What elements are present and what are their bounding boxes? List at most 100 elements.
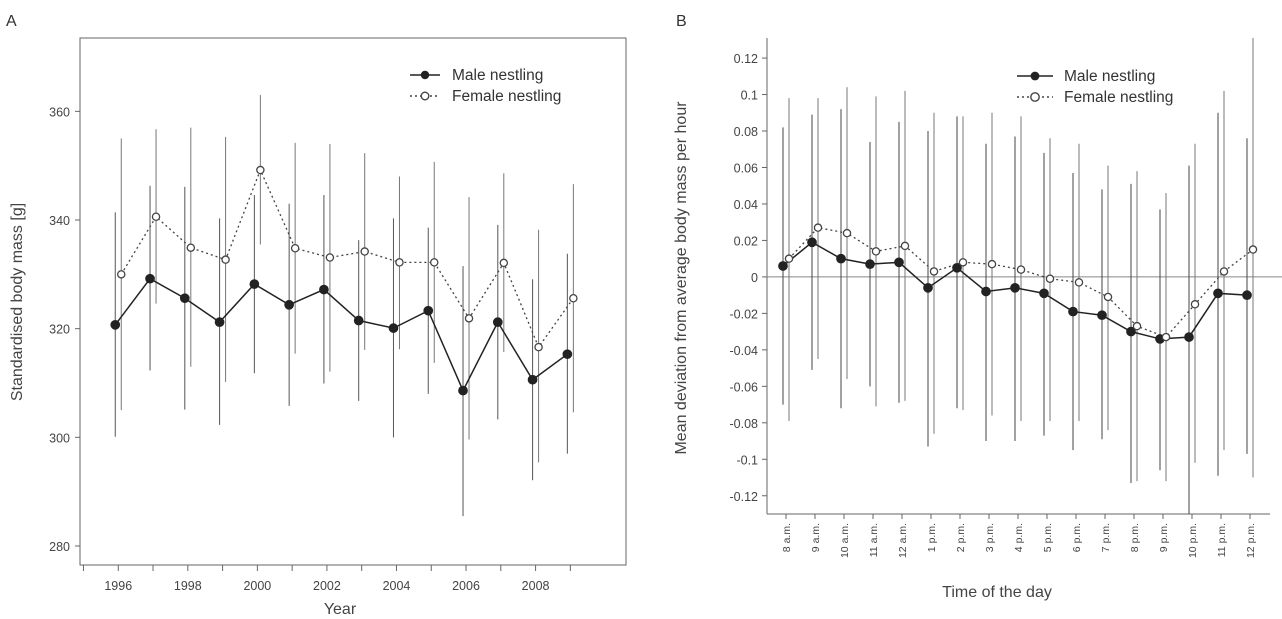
b-y-tick-label-0-08: -0.08: [730, 417, 759, 431]
male-nestling-point-2004: [389, 324, 397, 332]
legend-a-male-marker: [421, 71, 429, 79]
y-tick-label-320: 320: [49, 323, 70, 337]
y-tick-label-300: 300: [49, 431, 70, 445]
chart-b-error-bars: [783, 38, 1253, 514]
male-nestling-b-point-1-p-m: [924, 284, 932, 292]
female-nestling-b-point-4-p-m: [1017, 266, 1024, 273]
female-nestling-b-point-8-p-m: [1133, 323, 1140, 330]
male-nestling-b-point-8-a-m: [779, 262, 787, 270]
b-x-tick-label-1-p-m: 1 p.m.: [926, 523, 938, 552]
male-nestling-b-point-11-a-m: [866, 260, 874, 268]
female-nestling-b-point-3-p-m: [988, 261, 995, 268]
x-tick-label-2004: 2004: [383, 579, 411, 593]
y-tick-label-340: 340: [49, 214, 70, 228]
legend-b-female-label: Female nestling: [1064, 89, 1173, 106]
b-x-tick-label-2-p-m: 2 p.m.: [955, 523, 967, 552]
b-x-tick-label-3-p-m: 3 p.m.: [984, 523, 996, 552]
male-nestling-point-2006: [459, 386, 467, 394]
male-nestling-b-point-12-p-m: [1243, 291, 1251, 299]
x-tick-label-1996: 1996: [104, 579, 132, 593]
male-nestling-point-2001: [285, 301, 293, 309]
b-y-tick-label-0-02: -0.02: [730, 307, 759, 321]
b-y-tick-label-0-04: 0.04: [734, 198, 758, 212]
chart-a-legend: Male nestling Female nestling: [410, 67, 561, 105]
male-nestling-point-2000: [250, 280, 258, 288]
male-nestling-point-2002: [320, 285, 328, 293]
chart-b-points: [779, 224, 1257, 343]
b-y-tick-label-0-04: -0.04: [730, 344, 759, 358]
b-x-tick-label-11-a-m: 11 a.m.: [868, 523, 880, 557]
chart-a-x-axis-title: Year: [324, 601, 357, 618]
b-y-tick-label-0-06: 0.06: [734, 161, 758, 175]
male-nestling-point-1996: [111, 321, 119, 329]
b-x-tick-label-11-p-m: 11 p.m.: [1216, 523, 1228, 557]
chart-a-y-tick-marks: [75, 111, 80, 546]
female-nestling-line: [121, 170, 573, 347]
female-nestling-b-point-7-p-m: [1104, 293, 1111, 300]
female-nestling-point-2006: [465, 315, 472, 322]
female-nestling-b-point-11-a-m: [872, 248, 879, 255]
chart-b-x-tick-marks: [786, 514, 1250, 519]
panel-label-a: A: [6, 13, 17, 30]
female-nestling-b-point-9-a-m: [814, 224, 821, 231]
chart-a-series-lines: [115, 170, 573, 391]
chart-a-points: [111, 166, 577, 394]
male-nestling-point-2007: [494, 318, 502, 326]
x-tick-label-2002: 2002: [313, 579, 341, 593]
male-nestling-point-2009: [563, 350, 571, 358]
female-nestling-point-2007: [500, 259, 507, 266]
b-x-tick-label-9-p-m: 9 p.m.: [1158, 523, 1170, 552]
male-nestling-b-point-4-p-m: [1011, 284, 1019, 292]
b-x-tick-label-12-a-m: 12 a.m.: [897, 523, 909, 558]
legend-a-male-label: Male nestling: [452, 67, 543, 84]
chart-b-tick-labels: 0.12 0.1 0.08 0.06 0.04 0.02 0 -0.02 -0.04 -0.06 -…: [730, 52, 1258, 558]
b-y-tick-label-0-1: -0.1: [736, 453, 758, 467]
female-nestling-point-2000: [257, 166, 264, 173]
male-nestling-point-1997: [146, 274, 154, 282]
x-tick-label-1998: 1998: [174, 579, 202, 593]
chart-b-deviation-by-time: 0.12 0.1 0.08 0.06 0.04 0.02 0 -0.02 -0.04 -0.06 -…: [673, 38, 1282, 601]
chart-a-error-bars: [115, 95, 573, 516]
b-x-tick-label-10-p-m: 10 p.m.: [1187, 523, 1199, 558]
x-tick-label-2006: 2006: [452, 579, 480, 593]
male-nestling-b-point-10-a-m: [837, 254, 845, 262]
b-y-tick-label-0-06: -0.06: [730, 380, 759, 394]
x-tick-label-2000: 2000: [243, 579, 271, 593]
b-y-tick-label-0-1: 0.1: [741, 89, 758, 103]
male-nestling-b-point-12-a-m: [895, 258, 903, 266]
b-x-tick-label-6-p-m: 6 p.m.: [1071, 523, 1083, 552]
chart-a-tick-labels: 280 300 320 340 360 1996 1998 2000 2002 2004 2006 2…: [49, 105, 549, 593]
legend-a-female-label: Female nestling: [452, 88, 561, 105]
b-x-tick-label-7-p-m: 7 p.m.: [1100, 523, 1112, 552]
male-nestling-b-point-5-p-m: [1040, 289, 1048, 297]
female-nestling-point-2001: [292, 245, 299, 252]
female-nestling-b-point-10-a-m: [843, 230, 850, 237]
chart-a-body-mass-by-year: 280 300 320 340 360 1996 1998 2000 2002 2004 2006 2…: [9, 38, 626, 618]
female-nestling-point-1996: [118, 271, 125, 278]
b-x-tick-label-8-a-m: 8 a.m.: [781, 523, 793, 552]
b-x-tick-label-12-p-m: 12 p.m.: [1245, 523, 1257, 558]
female-nestling-b-point-11-p-m: [1220, 268, 1227, 275]
b-y-tick-label-0-12: -0.12: [730, 490, 759, 504]
x-tick-label-2008: 2008: [522, 579, 550, 593]
b-y-tick-label-0-08: 0.08: [734, 125, 758, 139]
female-nestling-b-point-5-p-m: [1046, 275, 1053, 282]
male-nestling-point-2003: [354, 316, 362, 324]
chart-b-y-tick-marks: [762, 58, 767, 496]
b-y-tick-label-0-02: 0.02: [734, 234, 758, 248]
male-nestling-point-2005: [424, 307, 432, 315]
female-nestling-b-point-8-a-m: [785, 255, 792, 262]
panel-label-b: B: [676, 13, 687, 30]
y-tick-label-280: 280: [49, 540, 70, 554]
male-nestling-b-point-3-p-m: [982, 287, 990, 295]
male-nestling-b-point-10-p-m: [1185, 333, 1193, 341]
legend-b-female-marker: [1031, 93, 1039, 101]
legend-a-female-marker: [421, 92, 429, 100]
chart-b-x-axis-title: Time of the day: [942, 584, 1052, 601]
b-x-tick-label-8-p-m: 8 p.m.: [1129, 523, 1141, 552]
female-nestling-b-point-1-p-m: [930, 268, 937, 275]
b-y-tick-label-0: 0: [751, 271, 758, 285]
female-nestling-point-2004: [396, 259, 403, 266]
female-nestling-point-1998: [187, 244, 194, 251]
b-x-tick-label-5-p-m: 5 p.m.: [1042, 523, 1054, 552]
